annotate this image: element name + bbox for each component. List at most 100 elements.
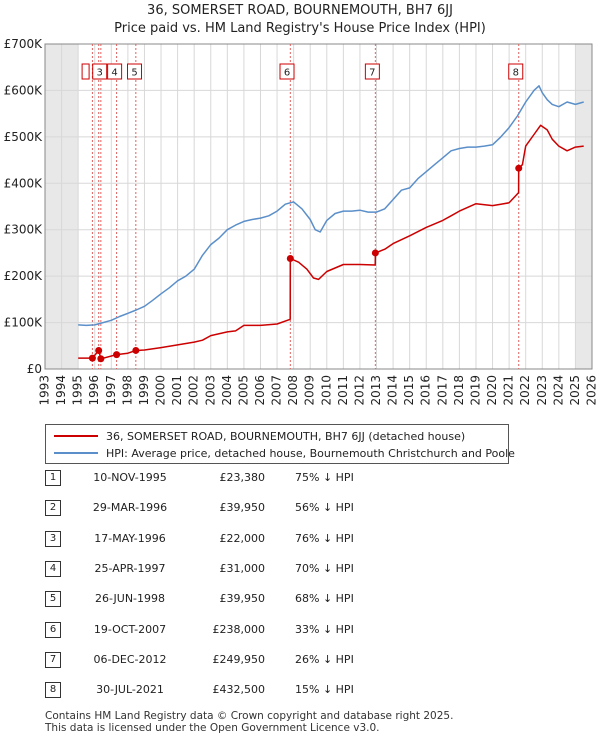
x-tick-label: 1999: [137, 375, 151, 406]
x-tick-label: 2006: [253, 375, 267, 406]
sale-row: 2 29-MAR-1996 £39,950 56% ↓ HPI: [45, 500, 465, 520]
sale-number: 1: [45, 470, 61, 486]
x-tick-label: 2004: [220, 375, 234, 406]
sale-point-3: [97, 355, 105, 363]
sale-number: 3: [45, 530, 61, 547]
x-tick-label: 1997: [104, 375, 118, 406]
sale-price: £249,950: [212, 652, 266, 666]
chart-label-text-4: 4: [111, 68, 117, 79]
footer-licence: This data is licensed under the Open Gov…: [45, 722, 380, 734]
y-tick-label: £0: [27, 362, 42, 376]
sale-number: 5: [45, 591, 61, 608]
legend-label-hpi: HPI: Average price, detached house, Bour…: [106, 446, 515, 460]
x-tick-label: 2018: [452, 375, 466, 406]
sale-date: 29-MAR-1996: [92, 501, 168, 515]
legend-swatch-red: [54, 435, 98, 437]
sale-row: 6 19-OCT-2007 £238,000 33% ↓ HPI: [45, 621, 465, 642]
sale-hpi-delta: 26% ↓ HPI: [295, 652, 354, 666]
price-chart: 36, SOMERSET ROAD, BOURNEMOUTH, BH7 6JJ …: [4, 3, 599, 406]
x-tick-label: 2003: [203, 375, 217, 406]
x-tick-label: 2019: [468, 375, 482, 406]
sale-date: 30-JUL-2021: [96, 683, 164, 697]
y-tick-label: £300K: [4, 223, 44, 237]
legend-item-hpi: HPI: Average price, detached house, Bour…: [54, 445, 515, 461]
sale-row: 7 06-DEC-2012 £249,950 26% ↓ HPI: [45, 651, 465, 672]
sale-point-5: [132, 346, 140, 354]
x-tick-label: 2008: [286, 375, 300, 406]
sale-hpi-delta: 76% ↓ HPI: [295, 531, 354, 545]
chart-label-text-8: 8: [513, 68, 519, 79]
chart-label-box-6: [279, 63, 295, 80]
x-tick-label: 2017: [435, 375, 449, 406]
sale-number: 4: [45, 560, 61, 577]
sale-number: 8: [45, 682, 61, 699]
x-tick-label: 1996: [87, 375, 101, 406]
x-tick-label: 2002: [187, 375, 201, 406]
hpi-line: [78, 85, 584, 327]
chart-label-box-5: [127, 63, 143, 80]
sale-date: 19-OCT-2007: [93, 622, 167, 636]
sale-price: £432,500: [212, 683, 266, 697]
x-tick-label: 1993: [38, 375, 52, 406]
sale-point-1: [88, 354, 96, 362]
x-tick-label: 2012: [352, 375, 366, 406]
x-tick-label: 1995: [71, 375, 85, 406]
sale-row: 1 10-NOV-1995 £23,380 75% ↓ HPI: [45, 470, 465, 490]
footer: Contains HM Land Registry data © Crown c…: [45, 710, 453, 734]
sale-hpi-delta: 68% ↓ HPI: [295, 592, 354, 606]
sale-row: 5 26-JUN-1998 £39,950 68% ↓ HPI: [45, 591, 465, 611]
x-tick-label: 2014: [386, 375, 400, 406]
chart-label-box-overlap: [81, 63, 90, 80]
sale-date: 26-JUN-1998: [94, 592, 166, 606]
chart-subtitle: Price paid vs. HM Land Registry's House …: [114, 21, 486, 36]
sale-date: 17-MAY-1996: [94, 531, 166, 545]
x-tick-label: 2009: [303, 375, 317, 406]
x-tick-label: 2025: [568, 375, 582, 406]
x-tick-label: 2023: [535, 375, 549, 406]
sale-number: 7: [45, 651, 61, 668]
sale-hpi-delta: 75% ↓ HPI: [295, 471, 354, 484]
x-tick-label: 2024: [551, 375, 565, 406]
y-tick-label: £200K: [4, 269, 44, 283]
x-tick-label: 2005: [236, 375, 250, 406]
plot-background: [45, 44, 592, 369]
chart-label-box-4: [107, 63, 123, 80]
x-tick-label: 2015: [402, 375, 416, 406]
x-tick-label: 2001: [170, 375, 184, 406]
chart-label-text-6: 6: [284, 68, 290, 79]
x-tick-label: 2021: [502, 375, 516, 406]
legend-item-property: 36, SOMERSET ROAD, BOURNEMOUTH, BH7 6JJ …: [54, 428, 465, 444]
sale-row: 4 25-APR-1997 £31,000 70% ↓ HPI: [45, 560, 465, 581]
x-tick-label: 2007: [270, 375, 284, 406]
sale-hpi-delta: 15% ↓ HPI: [295, 683, 354, 697]
chart-label-box-8: [508, 63, 524, 80]
plot-frame: [44, 43, 593, 370]
legend: 36, SOMERSET ROAD, BOURNEMOUTH, BH7 6JJ …: [45, 424, 515, 464]
sale-price: £39,950: [219, 592, 266, 606]
x-tick-label: 2000: [154, 375, 168, 406]
sale-point-8: [515, 164, 523, 172]
x-tick-label: 2020: [485, 375, 499, 406]
sale-price: £22,000: [219, 531, 266, 545]
y-tick-label: £100K: [4, 316, 44, 330]
x-tick-label: 2016: [419, 375, 433, 406]
sale-point-2: [95, 346, 103, 354]
footer-copyright: Contains HM Land Registry data © Crown c…: [45, 710, 454, 722]
sale-row: 8 30-JUL-2021 £432,500 15% ↓ HPI: [45, 682, 465, 702]
sale-price: £31,000: [219, 561, 266, 575]
sale-date: 06-DEC-2012: [93, 652, 167, 666]
chart-label-text-7: 7: [369, 68, 375, 79]
chart-label-text-5: 5: [131, 68, 137, 79]
x-tick-label: 2010: [319, 375, 333, 406]
y-tick-label: £500K: [4, 130, 44, 144]
chart-label-box-7: [364, 63, 380, 80]
y-tick-label: £600K: [4, 83, 44, 97]
sale-date: 10-NOV-1995: [93, 471, 167, 484]
sale-price: £238,000: [212, 622, 266, 636]
x-tick-label: 2026: [585, 375, 599, 406]
y-tick-label: £700K: [4, 37, 44, 51]
x-tick-label: 2022: [518, 375, 532, 406]
chart-label-text-3: 3: [97, 68, 103, 79]
y-tick-label: £400K: [4, 176, 44, 190]
price-paid-line: [78, 124, 584, 360]
